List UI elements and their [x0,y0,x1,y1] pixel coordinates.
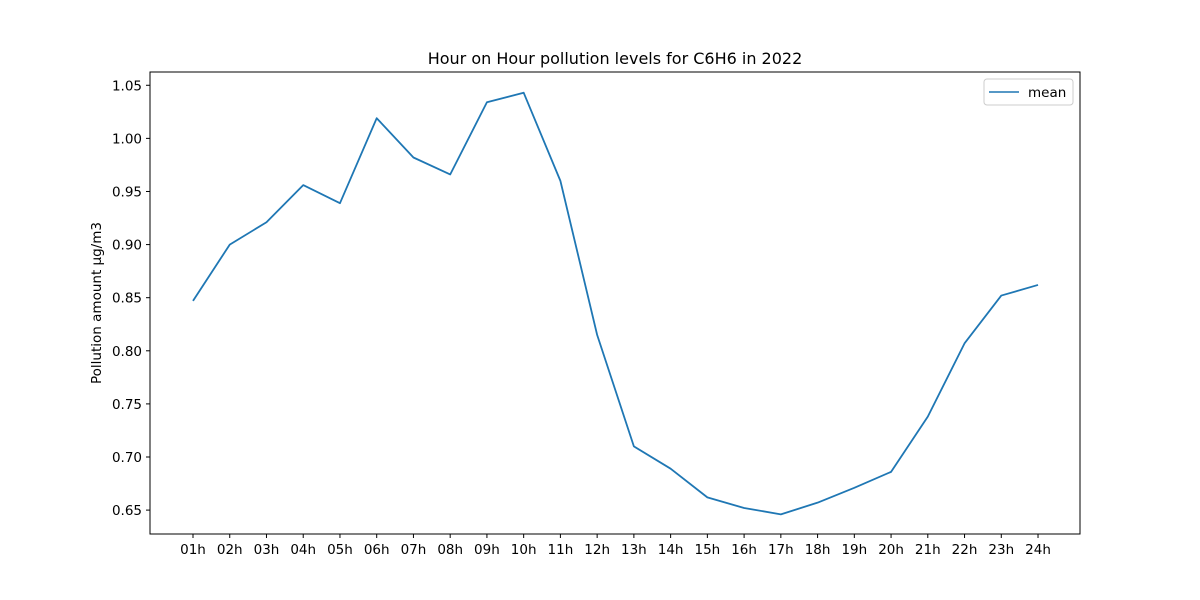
y-tick-label: 1.00 [112,131,142,147]
x-tick-label: 06h [364,542,390,558]
x-tick-label: 11h [548,542,574,558]
x-tick-label: 02h [217,542,243,558]
x-tick-label: 10h [511,542,537,558]
legend-label-mean: mean [1028,85,1066,101]
x-tick-label: 01h [180,542,206,558]
x-tick-label: 13h [621,542,647,558]
x-tick-label: 05h [327,542,353,558]
x-tick-label: 08h [437,542,463,558]
series-layer [192,91,1039,516]
y-tick-label: 0.85 [112,291,142,307]
y-axis-label: Pollution amount µg/m3 [89,222,105,384]
x-tick-label: 19h [841,542,867,558]
series-line-mean [192,91,1039,516]
x-tick-label: 14h [658,542,684,558]
x-tick-label: 18h [805,542,831,558]
x-tick-label: 15h [694,542,720,558]
x-tick-label: 09h [474,542,500,558]
chart-title: Hour on Hour pollution levels for C6H6 i… [428,49,803,68]
x-tick-label: 03h [254,542,280,558]
x-tick-label: 07h [401,542,427,558]
y-tick-label: 0.90 [112,238,142,254]
x-tick-label: 20h [878,542,904,558]
legend-box [983,78,1074,106]
legend: mean [983,78,1074,106]
x-tick-label: 24h [1025,542,1051,558]
x-tick-label: 17h [768,542,794,558]
axes-frame [149,71,1081,535]
x-tick-label: 23h [988,542,1014,558]
y-tick-label: 0.75 [112,397,142,413]
y-tick-label: 0.65 [112,503,142,519]
y-tick-label: 0.70 [112,450,142,466]
x-tick-label: 04h [290,542,316,558]
y-tick-label: 1.05 [112,78,142,94]
x-axis: 01h 02h 03h 04h 05h 06h 07h 08h 09h 10h 11h 12h 13h 1… [180,534,1051,558]
y-axis: 0.65 0.70 0.75 0.80 0.85 0.90 0.95 1.00 1.05 [112,78,150,519]
x-tick-label: 12h [584,542,610,558]
y-tick-label: 0.95 [112,184,142,200]
x-tick-label: 16h [731,542,757,558]
y-tick-label: 0.80 [112,344,142,360]
plot-area: 0.65 0.70 0.75 0.80 0.85 0.90 0.95 1.00 1.05 01h… [112,71,1081,558]
x-tick-label: 21h [915,542,941,558]
x-tick-label: 22h [952,542,978,558]
